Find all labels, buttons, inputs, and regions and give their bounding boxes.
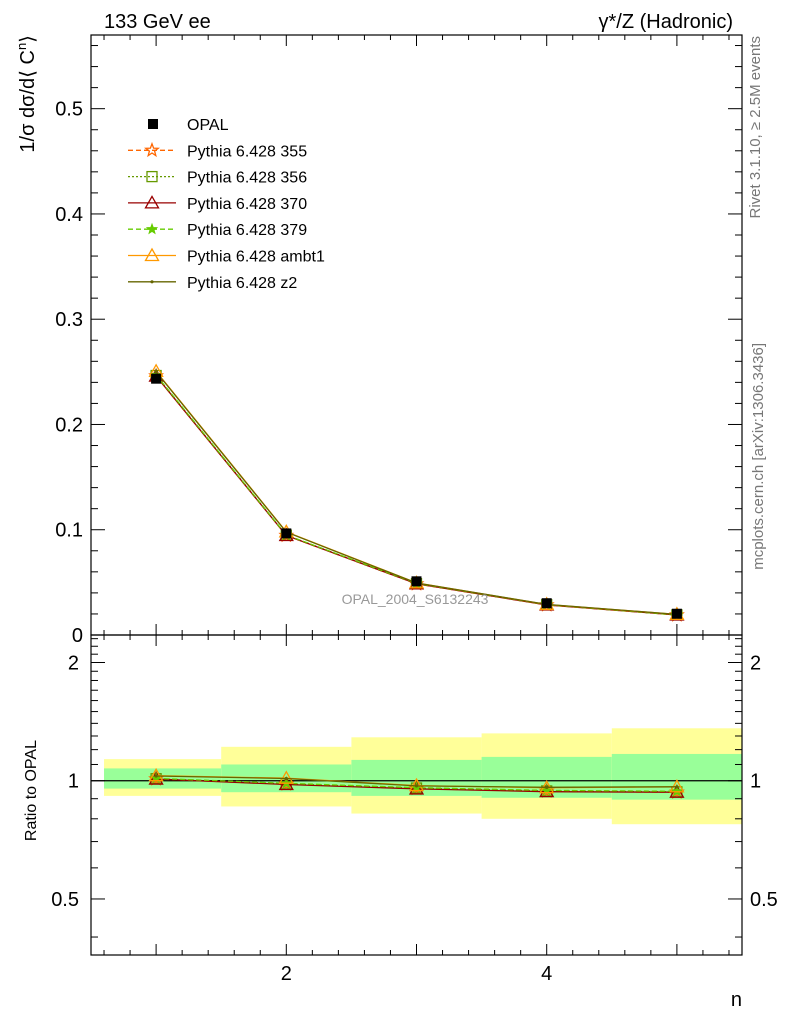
legend-marker-2 (146, 170, 158, 183)
ratio-band-inner-1 (104, 768, 222, 789)
header-left: 133 GeV ee (104, 11, 211, 33)
ratio-y-tick-label-right-1: 0.5 (750, 889, 778, 911)
main-y-tick-label-5: 0.4 (55, 204, 83, 226)
legend-label-6: Pythia 6.428 z2 (187, 275, 297, 292)
legend-label-data: OPAL (187, 117, 229, 134)
ratio-series-6-point-3 (414, 784, 419, 788)
ratio-series-5-point-5 (669, 778, 685, 793)
x-axis-title: n (731, 989, 742, 1011)
ratio-series-6-point-4 (545, 785, 549, 789)
data-point-4 (541, 598, 552, 609)
main-y-tick-label-1: 0 (72, 625, 83, 647)
legend-marker-6 (150, 280, 154, 284)
watermark: OPAL_2004_S6132243 (342, 591, 489, 607)
axis-ticks: 2 4 0 0.1 0.2 0.3 0.4 0.5 0.5 0.5 1 1 2 2 (51, 35, 778, 985)
data-points (151, 373, 682, 619)
ratio-bands (91, 728, 742, 825)
y-axis-superscript: n (14, 43, 29, 50)
ratio-y-tick-label-right-3: 2 (750, 653, 761, 675)
main-y-tick-label-3: 0.2 (55, 414, 83, 436)
ratio-series-4-point-5 (670, 784, 684, 797)
main-y-tick-label-4: 0.3 (55, 309, 83, 331)
legend-marker-1 (144, 141, 160, 158)
data-point-2 (281, 528, 292, 539)
ratio-series-5-point-1 (148, 767, 164, 782)
main-y-tick-label-6: 0.5 (55, 99, 83, 121)
ratio-series-5-point-2 (278, 770, 294, 784)
ratio-series-6-point-5 (675, 785, 679, 789)
legend-label-3: Pythia 6.428 370 (187, 196, 307, 213)
header-right: γ*/Z (Hadronic) (599, 11, 733, 33)
ratio-y-tick-label-left-1: 0.5 (51, 889, 79, 911)
legend-label-1: Pythia 6.428 355 (187, 143, 307, 160)
rivet-label: Rivet 3.1.10, ≥ 2.5M events (747, 36, 764, 219)
ratio-series-6-point-1 (154, 774, 158, 778)
ratio-y-tick-label-left-2: 1 (68, 771, 79, 793)
main-y-tick-label-2: 0.1 (55, 520, 83, 542)
legend-label-4: Pythia 6.428 379 (187, 222, 307, 239)
data-point-5 (671, 608, 682, 619)
ratio-series-5-point-3 (408, 777, 425, 792)
legend-marker-5 (144, 247, 160, 262)
legend-label-2: Pythia 6.428 356 (187, 170, 307, 187)
ratio-lines (148, 767, 685, 800)
main-y-axis-title: 1/σ dσ/d⟨ Cn⟩ (14, 35, 39, 153)
ratio-y-tick-label-right-2: 1 (750, 771, 761, 793)
ratio-series-6-point-2 (284, 776, 288, 781)
series-6-point-1 (154, 370, 158, 374)
x-tick-label-2: 4 (541, 963, 552, 985)
ratio-y-tick-label-left-3: 2 (68, 653, 79, 675)
legend: OPAL Pythia 6.428 355 Pythia 6.428 356 Pyth… (128, 117, 325, 292)
x-tick-label-1: 2 (281, 963, 292, 985)
legend-marker-4 (145, 222, 159, 235)
ratio-y-axis-title: Ratio to OPAL (23, 740, 40, 841)
legend-marker-data (148, 119, 158, 129)
legend-marker-3 (144, 195, 160, 209)
legend-label-5: Pythia 6.428 ambt1 (187, 249, 325, 266)
mcplots-label: mcplots.cern.ch [arXiv:1306.3436] (750, 343, 767, 570)
data-point-3 (411, 576, 422, 587)
data-point-1 (151, 373, 162, 384)
